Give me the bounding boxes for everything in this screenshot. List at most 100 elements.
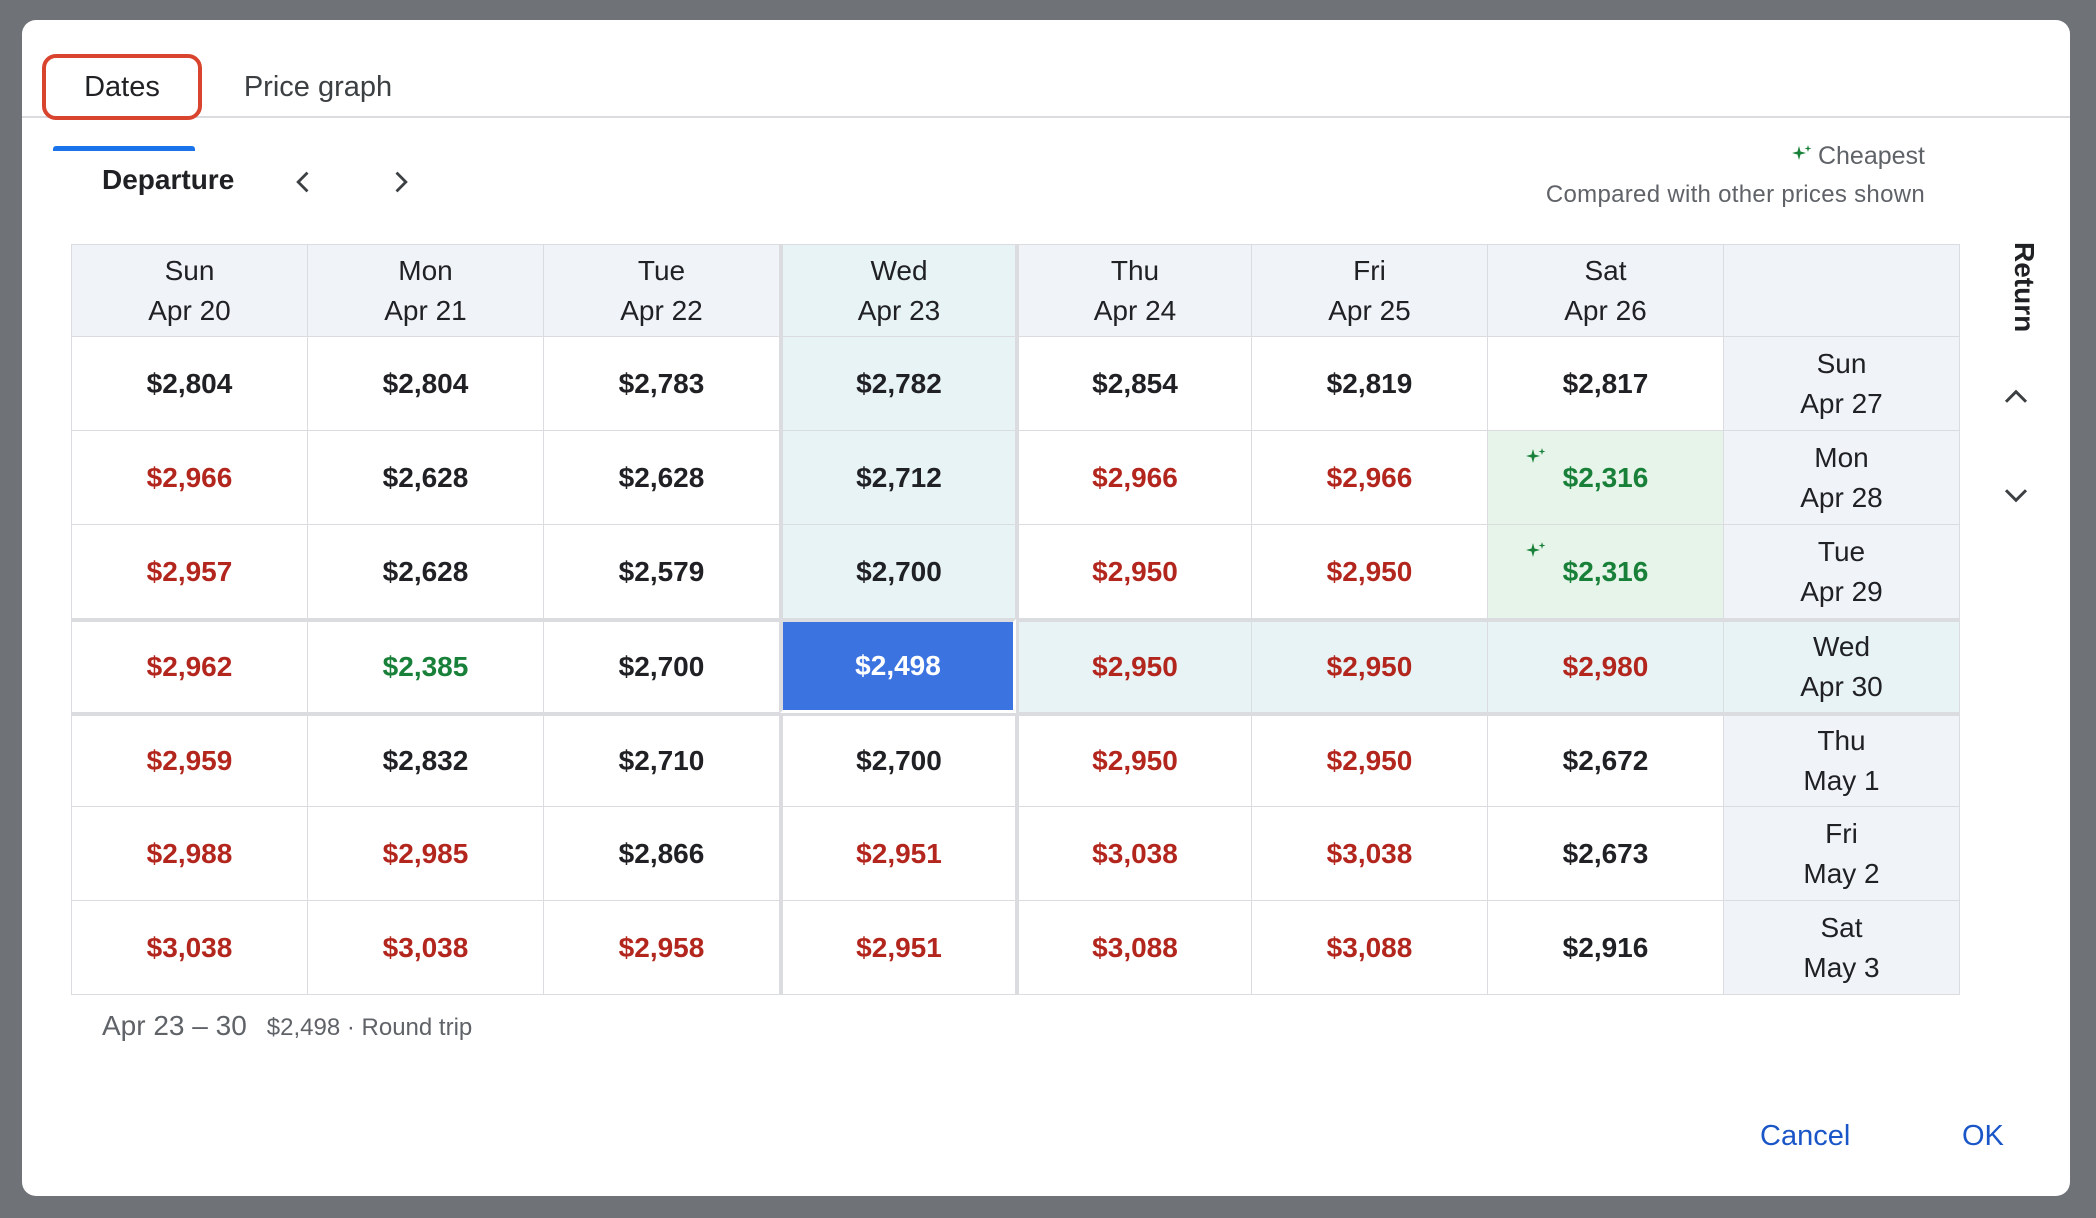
cancel-button[interactable]: Cancel (1760, 1120, 1851, 1152)
price-value: $3,088 (1092, 931, 1178, 963)
ok-button[interactable]: OK (1962, 1120, 2004, 1152)
header-day: Fri (1353, 254, 1386, 286)
price-cell[interactable]: $2,673 (1488, 807, 1724, 901)
header-day: Thu (1110, 254, 1160, 286)
return-date-header: Sun Apr 27 (1724, 337, 1960, 431)
price-cell[interactable]: $2,950 (1252, 525, 1488, 619)
price-cell[interactable]: $2,700 (544, 619, 780, 713)
header-day: Wed (1812, 631, 1871, 662)
price-value: $2,950 (1326, 745, 1413, 776)
price-cell[interactable]: $2,316 (1488, 525, 1724, 619)
header-day: Fri (1825, 817, 1858, 849)
header-date: Apr 24 (1093, 294, 1177, 326)
price-cell[interactable]: $3,038 (72, 901, 308, 995)
price-cell[interactable]: $2,628 (544, 431, 780, 525)
price-cell[interactable]: $2,628 (308, 525, 544, 619)
summary-range: Apr 23 – 30 (102, 1010, 247, 1041)
price-cell[interactable]: $2,817 (1488, 337, 1724, 431)
price-cell[interactable]: $2,498 (780, 619, 1016, 713)
departure-date-header: Mon Apr 21 (308, 245, 544, 337)
price-cell[interactable]: $2,579 (544, 525, 780, 619)
tab-dates-label: Dates (84, 71, 160, 103)
price-value: $2,950 (1092, 555, 1178, 587)
price-cell[interactable]: $3,088 (1252, 901, 1488, 995)
price-cell[interactable]: $2,916 (1488, 901, 1724, 995)
price-cell[interactable]: $2,628 (308, 431, 544, 525)
summary-meta: $2,498 · Round trip (266, 1014, 473, 1041)
header-day: Thu (1817, 725, 1866, 756)
price-value: $2,951 (856, 837, 942, 869)
price-cell[interactable]: $2,951 (780, 901, 1016, 995)
price-cell[interactable]: $2,832 (308, 713, 544, 807)
price-value: $2,966 (1326, 461, 1413, 493)
price-cell[interactable]: $2,959 (72, 713, 308, 807)
departure-date-header: Sat Apr 26 (1488, 245, 1724, 337)
departure-prev-button[interactable] (280, 158, 328, 206)
price-cell[interactable]: $2,819 (1252, 337, 1488, 431)
tab-price-graph[interactable]: Price graph (218, 54, 418, 124)
price-cell[interactable]: $2,804 (308, 337, 544, 431)
price-cell[interactable]: $2,804 (72, 337, 308, 431)
price-cell[interactable]: $2,966 (1016, 431, 1252, 525)
price-cell[interactable]: $2,866 (544, 807, 780, 901)
price-cell[interactable]: $2,854 (1016, 337, 1252, 431)
price-value: $2,962 (146, 651, 233, 682)
price-cell[interactable]: $2,783 (544, 337, 780, 431)
price-cell[interactable]: $2,316 (1488, 431, 1724, 525)
price-cell[interactable]: $2,966 (72, 431, 308, 525)
price-value: $2,628 (382, 461, 469, 493)
price-value: $2,628 (382, 555, 469, 587)
price-value: $2,916 (1562, 931, 1649, 963)
price-cell[interactable]: $2,958 (544, 901, 780, 995)
price-cell[interactable]: $2,385 (308, 619, 544, 713)
price-cell[interactable]: $2,950 (1016, 713, 1252, 807)
price-value: $2,782 (856, 367, 942, 399)
price-cell[interactable]: $3,038 (1016, 807, 1252, 901)
header-date: Apr 26 (1564, 294, 1647, 326)
return-prev-button[interactable] (1988, 370, 2044, 426)
price-cell[interactable]: $2,951 (780, 807, 1016, 901)
price-value: $2,628 (618, 461, 705, 493)
price-value: $3,038 (382, 931, 469, 963)
price-value: $2,988 (146, 837, 233, 869)
price-cell[interactable]: $3,038 (308, 901, 544, 995)
header-date: Apr 28 (1800, 481, 1883, 513)
price-cell[interactable]: $2,950 (1016, 619, 1252, 713)
price-cell[interactable]: $2,980 (1488, 619, 1724, 713)
header-date: May 3 (1803, 951, 1880, 983)
header-date: Apr 23 (857, 294, 941, 326)
price-grid: Sun Apr 20 Mon Apr 21 Tue Apr 22 Wed Apr 23 Thu A… (71, 244, 1960, 995)
header-day: Tue (637, 254, 686, 286)
sparkle-icon (1526, 542, 1546, 557)
price-cell[interactable]: $2,710 (544, 713, 780, 807)
tab-dates[interactable]: Dates (42, 54, 202, 151)
sparkle-icon (1791, 145, 1812, 160)
price-value: $2,819 (1326, 367, 1413, 399)
price-value: $2,966 (146, 461, 233, 493)
selection-summary: Apr 23 – 30 $2,498 · Round trip (102, 1010, 472, 1042)
price-cell[interactable]: $3,088 (1016, 901, 1252, 995)
price-cell[interactable]: $2,950 (1016, 525, 1252, 619)
price-cell[interactable]: $2,985 (308, 807, 544, 901)
price-value: $2,866 (618, 837, 705, 869)
price-cell[interactable]: $2,712 (780, 431, 1016, 525)
price-cell[interactable]: $2,950 (1252, 619, 1488, 713)
price-cell[interactable]: $2,962 (72, 619, 308, 713)
price-value: $2,498 (855, 650, 941, 681)
price-cell[interactable]: $2,950 (1252, 713, 1488, 807)
return-next-button[interactable] (1988, 466, 2044, 522)
price-value: $2,700 (618, 651, 705, 682)
price-cell[interactable]: $2,700 (780, 713, 1016, 807)
price-value: $2,832 (382, 745, 469, 776)
header-date: May 2 (1803, 857, 1880, 889)
price-cell[interactable]: $2,782 (780, 337, 1016, 431)
price-cell[interactable]: $2,988 (72, 807, 308, 901)
price-cell[interactable]: $2,966 (1252, 431, 1488, 525)
price-cell[interactable]: $3,038 (1252, 807, 1488, 901)
price-cell[interactable]: $2,957 (72, 525, 308, 619)
price-cell[interactable]: $2,672 (1488, 713, 1724, 807)
departure-next-button[interactable] (376, 158, 424, 206)
price-cell[interactable]: $2,700 (780, 525, 1016, 619)
header-date: Apr 30 (1800, 671, 1883, 702)
header-day: Sun (1816, 347, 1867, 379)
